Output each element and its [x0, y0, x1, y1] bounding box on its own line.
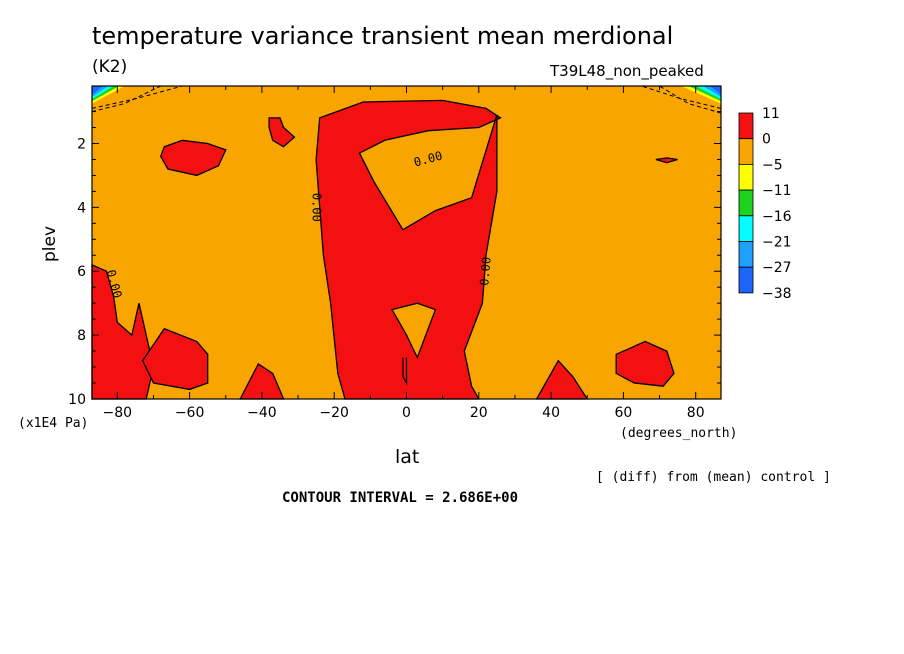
- x-tick-label: −40: [247, 405, 277, 421]
- zero-region-tropical-gap: [391, 302, 437, 360]
- negative-contour: [659, 85, 722, 114]
- x-tick-label: 0: [402, 405, 411, 421]
- x-tick-label: −20: [319, 405, 349, 421]
- x-tick-label: 60: [614, 405, 632, 421]
- positive-region-north-midlat-lower: [615, 340, 675, 387]
- contour-interval: CONTOUR INTERVAL = 2.686E+00: [282, 490, 519, 506]
- x-axis-label: lat: [395, 446, 420, 468]
- y-tick-label: 2: [77, 136, 86, 152]
- y-axis-label: plev: [40, 226, 60, 262]
- colorbar-swatch: [738, 189, 754, 217]
- colorbar-swatch: [738, 215, 754, 242]
- x-tick-label: −80: [103, 405, 133, 421]
- colorbar-label: −16: [762, 209, 792, 225]
- colorbar-label: −5: [762, 157, 783, 173]
- colorbar-label: −27: [762, 260, 792, 276]
- y-tick-label: 8: [77, 328, 86, 344]
- colorbar-swatch: [738, 138, 754, 165]
- x-tick-label: 40: [542, 405, 560, 421]
- y-tick-label: 4: [77, 200, 86, 216]
- positive-region-south-midlat-lower: [141, 327, 209, 391]
- contour-label: 0.00: [310, 193, 324, 222]
- y-tick-label: 10: [68, 392, 86, 408]
- polar-band-south: [92, 86, 103, 95]
- chart-title: temperature variance transient mean merd…: [92, 22, 674, 50]
- colorbar-label: 0: [762, 132, 771, 148]
- diff-note: [ (diff) from (mean) control ]: [596, 470, 831, 485]
- x-tick-label: 80: [687, 405, 705, 421]
- y-tick-label: 6: [77, 264, 86, 280]
- x-tick-label: −60: [175, 405, 205, 421]
- x-axis-unit: (degrees_north): [620, 426, 738, 441]
- colorbar-label: 11: [762, 106, 780, 122]
- positive-region-south-small-upper: [268, 117, 296, 148]
- positive-region-north-small-upper: [655, 157, 678, 164]
- colorbar-swatch: [738, 241, 754, 268]
- colorbar-swatch: [738, 112, 754, 140]
- run-label: T39L48_non_peaked: [550, 62, 704, 80]
- units-label: (K2): [92, 57, 128, 77]
- positive-region-south-midlat-upper: [159, 139, 227, 177]
- equator-stalk: [402, 357, 408, 386]
- colorbar-label: −21: [762, 235, 792, 251]
- y-axis-unit: (x1E4 Pa): [18, 416, 89, 431]
- colorbar-swatch: [738, 266, 754, 294]
- polar-band-north: [710, 86, 721, 95]
- positive-region-central-tropical-column: [315, 99, 502, 400]
- x-tick-label: 20: [470, 405, 488, 421]
- colorbar-label: −38: [762, 286, 792, 302]
- colorbar-label: −11: [762, 183, 792, 199]
- contour-label: 0.00: [477, 256, 493, 286]
- colorbar-swatch: [738, 163, 754, 191]
